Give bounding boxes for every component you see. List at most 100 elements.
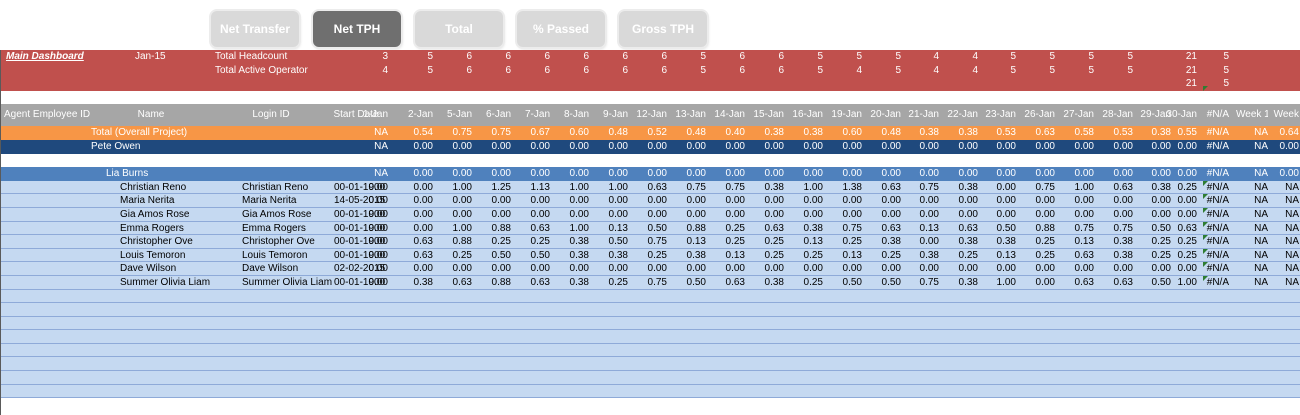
employee-start-date[interactable]: 00-01-1900 — [334, 236, 386, 248]
active-cell[interactable]: 5 — [427, 64, 433, 76]
employee-value-cell[interactable]: 0.00 — [368, 249, 388, 261]
employee-value-cell[interactable]: 0.75 — [686, 181, 706, 193]
active-cell[interactable]: 6 — [505, 64, 511, 76]
employee-value-cell[interactable]: 0.38 — [881, 236, 901, 248]
employee-login[interactable]: Dave Wilson — [242, 263, 299, 275]
manager-cell[interactable]: 0.00 — [1113, 140, 1133, 152]
employee-value-cell[interactable]: 0.00 — [764, 208, 784, 220]
employee-value-cell[interactable]: 0.00 — [1035, 263, 1055, 275]
employee-value-cell[interactable]: 0.00 — [996, 181, 1016, 193]
total-cell[interactable]: NA — [374, 127, 388, 139]
team-cell[interactable]: 0.00 — [530, 168, 550, 180]
column-header-date[interactable]: 2-Jan — [407, 109, 433, 121]
headcount-label[interactable]: Total Headcount — [215, 51, 288, 62]
metric-button-total[interactable]: Total — [415, 11, 503, 47]
employee-value-cell[interactable]: 0.50 — [881, 276, 901, 288]
employee-value-cell[interactable]: 0.00 — [413, 195, 433, 207]
employee-value-cell[interactable]: 0.25 — [1035, 236, 1055, 248]
headcount-cell[interactable]: 21 — [1185, 51, 1197, 62]
active-cell[interactable]: 5 — [1010, 64, 1016, 76]
employee-value-cell[interactable]: 0.38 — [413, 276, 433, 288]
team-cell[interactable]: 0.00 — [1035, 168, 1055, 180]
employee-value-cell[interactable]: NA — [1285, 249, 1299, 261]
active-cell[interactable]: 4 — [933, 64, 939, 76]
employee-value-cell[interactable]: 0.38 — [803, 222, 823, 234]
total-cell[interactable]: 0.75 — [491, 127, 511, 139]
employee-value-cell[interactable]: 0.25 — [842, 236, 862, 248]
total-cell[interactable]: 0.53 — [996, 127, 1016, 139]
active-cell[interactable]: 6 — [778, 64, 784, 76]
column-header-date[interactable]: 6-Jan — [485, 109, 511, 121]
column-header-date[interactable]: 7-Jan — [524, 109, 550, 121]
employee-value-cell[interactable]: 0.63 — [1074, 276, 1094, 288]
total-cell[interactable]: 0.48 — [686, 127, 706, 139]
employee-value-cell[interactable]: 0.00 — [764, 195, 784, 207]
summary-cell[interactable] — [635, 77, 667, 91]
employee-value-cell[interactable]: 0.25 — [491, 236, 511, 248]
employee-value-cell[interactable]: 0.63 — [1074, 249, 1094, 261]
employee-value-cell[interactable]: 0.38 — [764, 276, 784, 288]
employee-value-cell[interactable]: 0.00 — [958, 263, 978, 275]
employee-value-cell[interactable]: 0.88 — [491, 222, 511, 234]
team-cell[interactable]: 0.00 — [413, 168, 433, 180]
headcount-cell[interactable]: 5 — [1223, 51, 1229, 62]
employee-value-cell[interactable]: 1.00 — [569, 181, 589, 193]
employee-value-cell[interactable]: #N/A — [1206, 249, 1229, 261]
employee-value-cell[interactable]: 0.00 — [1113, 263, 1133, 275]
employee-value-cell[interactable]: 0.88 — [686, 222, 706, 234]
column-header-date[interactable]: 14-Jan — [714, 109, 745, 121]
active-cell[interactable]: 21 — [1185, 64, 1197, 76]
column-header-date[interactable]: Week 1 — [1236, 109, 1268, 121]
total-cell[interactable]: NA — [1254, 127, 1268, 139]
column-header-date[interactable]: 27-Jan — [1063, 109, 1094, 121]
employee-value-cell[interactable]: 0.50 — [491, 249, 511, 261]
summary-cell[interactable] — [1101, 77, 1133, 91]
column-header-date[interactable]: 23-Jan — [985, 109, 1016, 121]
active-operator-label[interactable]: Total Active Operator — [215, 64, 308, 76]
headcount-cell[interactable]: 4 — [933, 51, 939, 62]
employee-value-cell[interactable]: 0.25 — [803, 249, 823, 261]
summary-cell[interactable] — [557, 77, 589, 91]
employee-value-cell[interactable]: NA — [1285, 208, 1299, 220]
employee-login[interactable]: Louis Temoron — [242, 249, 308, 261]
employee-value-cell[interactable]: 0.63 — [1113, 276, 1133, 288]
employee-value-cell[interactable]: 0.38 — [958, 181, 978, 193]
employee-start-date[interactable]: 02-02-2015 — [334, 263, 386, 275]
headcount-cell[interactable]: 5 — [1088, 51, 1094, 62]
team-cell[interactable]: 0.00 — [569, 168, 589, 180]
employee-value-cell[interactable]: 0.63 — [530, 276, 550, 288]
employee-value-cell[interactable]: 0.50 — [1151, 222, 1171, 234]
employee-value-cell[interactable]: 0.00 — [413, 263, 433, 275]
headcount-cell[interactable]: 6 — [739, 51, 745, 62]
employee-value-cell[interactable]: #N/A — [1206, 276, 1229, 288]
total-cell[interactable]: 0.38 — [764, 127, 784, 139]
total-cell[interactable]: #N/A — [1206, 127, 1229, 139]
employee-value-cell[interactable]: 0.00 — [725, 263, 745, 275]
employee-value-cell[interactable]: 0.00 — [647, 263, 667, 275]
team-cell[interactable]: 0.00 — [803, 168, 823, 180]
employee-value-cell[interactable]: 0.38 — [686, 249, 706, 261]
total-cell[interactable]: 0.63 — [1035, 127, 1055, 139]
employee-value-cell[interactable]: 0.13 — [919, 222, 939, 234]
summary-cell[interactable]: 21 — [1185, 78, 1197, 90]
manager-cell[interactable]: 0.00 — [1177, 140, 1197, 152]
employee-value-cell[interactable]: 0.00 — [608, 263, 628, 275]
employee-value-cell[interactable]: 0.75 — [919, 276, 939, 288]
employee-value-cell[interactable]: 0.00 — [1074, 208, 1094, 220]
column-header-date[interactable]: Week — [1273, 109, 1299, 121]
headcount-cell[interactable]: 5 — [1010, 51, 1016, 62]
total-cell[interactable]: 0.67 — [530, 127, 550, 139]
employee-value-cell[interactable]: 0.25 — [1151, 249, 1171, 261]
metric-button-net-tph[interactable]: Net TPH — [313, 11, 401, 47]
manager-cell[interactable]: 0.00 — [996, 140, 1016, 152]
active-cell[interactable]: 4 — [382, 64, 388, 76]
employee-value-cell[interactable]: 0.00 — [368, 195, 388, 207]
employee-value-cell[interactable]: 0.00 — [686, 195, 706, 207]
employee-value-cell[interactable]: 0.00 — [958, 195, 978, 207]
employee-value-cell[interactable]: 0.00 — [803, 195, 823, 207]
employee-value-cell[interactable]: 0.00 — [1177, 263, 1197, 275]
manager-cell[interactable]: NA — [374, 140, 388, 152]
employee-value-cell[interactable]: 0.38 — [1151, 181, 1171, 193]
headcount-cell[interactable]: 5 — [700, 51, 706, 62]
employee-value-cell[interactable]: NA — [1254, 276, 1268, 288]
